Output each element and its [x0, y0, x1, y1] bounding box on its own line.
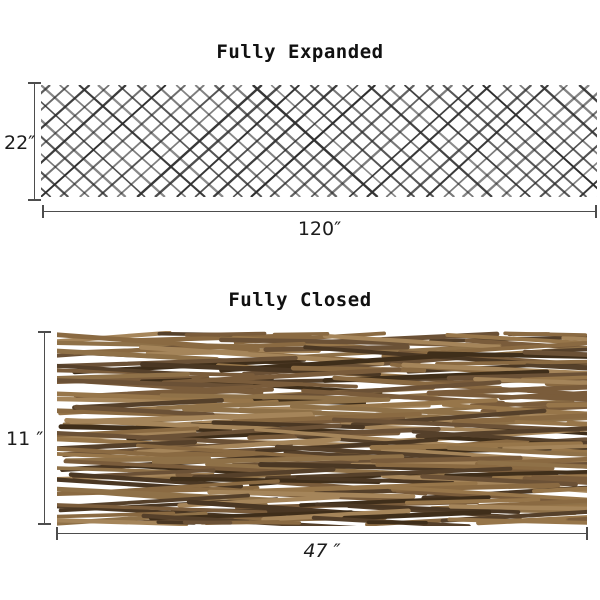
expanded-width-label: 120″: [297, 218, 342, 240]
dimension-line: [43, 210, 596, 213]
dimension-cap: [586, 527, 588, 540]
closed-title: Fully Closed: [228, 289, 372, 311]
dimension-cap: [595, 205, 597, 218]
dimension-line: [57, 532, 587, 535]
closed-width-dimension: [56, 527, 588, 540]
dimension-line: [33, 83, 36, 200]
closed-fence-graphic: [57, 331, 587, 526]
dimension-cap: [38, 523, 51, 525]
dimension-cap: [28, 82, 41, 84]
expanded-width-dimension: [42, 205, 597, 218]
expanded-height-dimension: [28, 82, 41, 201]
closed-height-label: 11 ″: [6, 428, 44, 450]
closed-width-label: 47 ″: [303, 540, 341, 562]
dimension-cap: [56, 527, 58, 540]
expanded-title: Fully Expanded: [216, 41, 384, 63]
dimension-cap: [42, 205, 44, 218]
expanded-lattice-graphic: [41, 85, 597, 197]
dimension-cap: [28, 199, 41, 201]
expanded-height-label: 22″: [4, 132, 36, 154]
dimension-cap: [38, 331, 51, 333]
dimension-line: [43, 332, 46, 524]
closed-height-dimension: [38, 331, 51, 525]
